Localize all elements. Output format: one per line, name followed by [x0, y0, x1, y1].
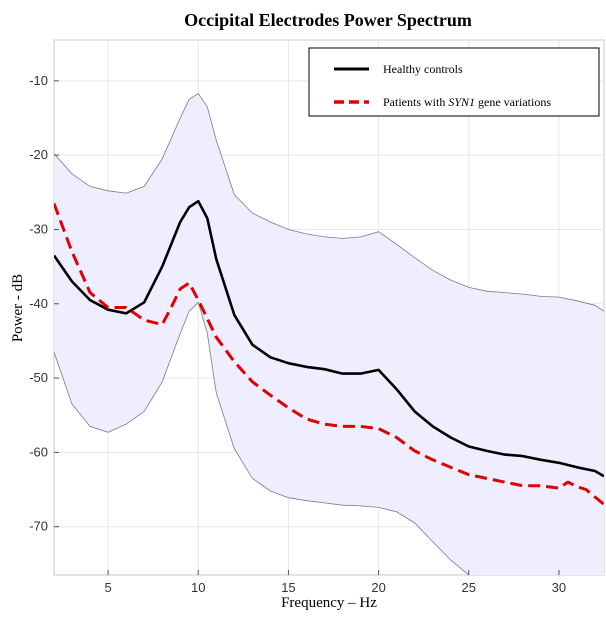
- x-tick-label: 5: [104, 580, 111, 595]
- y-tick-label: -40: [29, 296, 48, 311]
- y-tick-label: -60: [29, 444, 48, 459]
- series-line-syn1-patients: [54, 202, 604, 506]
- legend-label-gene: SYN1: [448, 95, 475, 109]
- x-tick-label: 20: [371, 580, 385, 595]
- legend-label-suffix: gene variations: [475, 95, 551, 109]
- legend-label-prefix: Patients with: [383, 95, 448, 109]
- legend-label-syn1-patients: Patients with SYN1 gene variations: [383, 95, 551, 109]
- x-tick-label: 10: [191, 580, 205, 595]
- y-tick-label: -30: [29, 221, 48, 236]
- y-axis-label: Power - dB: [10, 274, 26, 342]
- x-tick-label: 30: [552, 580, 566, 595]
- series-line-healthy-controls: [54, 199, 604, 478]
- band-upper-edge: [54, 92, 604, 312]
- variance-band: [54, 93, 604, 575]
- axis-ticks: 5 10 15 20 25 30 -10 -20 -30 -40 -50 -60 -70: [29, 73, 566, 595]
- y-tick-label: -10: [29, 73, 48, 88]
- legend: Healthy controls Patients with SYN1 gene…: [308, 47, 600, 117]
- x-tick-label: 25: [462, 580, 476, 595]
- legend-box: [308, 47, 600, 117]
- band-lower-edge: [54, 301, 470, 575]
- x-tick-label: 15: [281, 580, 295, 595]
- y-tick-label: -20: [29, 147, 48, 162]
- y-tick-label: -70: [29, 519, 48, 534]
- x-axis-label: Frequency – Hz: [281, 595, 377, 611]
- y-tick-label: -50: [29, 370, 48, 385]
- chart-title: Occipital Electrodes Power Spectrum: [184, 10, 472, 30]
- legend-label-healthy-controls: Healthy controls: [383, 62, 463, 76]
